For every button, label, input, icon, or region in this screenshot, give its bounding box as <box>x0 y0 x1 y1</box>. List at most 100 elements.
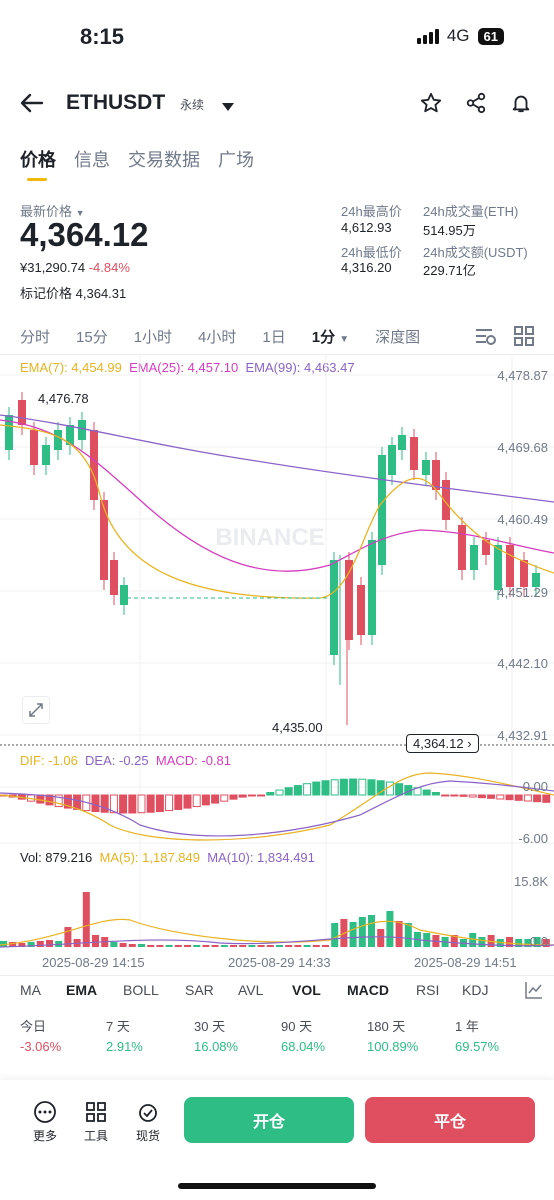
tab-square[interactable]: 广场 <box>218 150 254 170</box>
tab-trading-data[interactable]: 交易数据 <box>128 150 200 170</box>
macd-bar <box>459 794 468 797</box>
ind-avl[interactable]: AVL <box>238 982 264 998</box>
tf-15m[interactable]: 15分 <box>76 329 108 346</box>
back-arrow-icon[interactable] <box>20 92 44 120</box>
tf-line[interactable]: 分时 <box>20 329 51 346</box>
symbol-title[interactable]: ETHUSDT <box>66 91 166 114</box>
macd-bar <box>128 794 137 814</box>
more-button[interactable]: 更多 <box>25 1100 65 1144</box>
tab-info[interactable]: 信息 <box>74 150 110 170</box>
macd-bar <box>505 794 514 801</box>
macd-bar <box>275 789 284 796</box>
mark-price: 4,364.31 <box>75 286 127 301</box>
volume-bar <box>27 942 35 947</box>
volume-value: 514.95万 <box>423 223 476 238</box>
indicator-chart-icon[interactable] <box>524 980 544 1005</box>
current-price-tag[interactable]: 4,364.12 › <box>406 734 479 753</box>
layout-grid-icon[interactable] <box>514 326 534 351</box>
macd-bar <box>395 783 404 796</box>
ind-macd[interactable]: MACD <box>347 982 389 998</box>
candle <box>494 545 502 590</box>
x-tick-2: 2025-08-29 14:33 <box>228 955 331 970</box>
bell-icon[interactable] <box>510 91 532 120</box>
vol-tick-zero: 0.0 <box>529 934 548 949</box>
ind-vol[interactable]: VOL <box>292 982 321 998</box>
macd-bar <box>211 794 220 804</box>
divider <box>0 354 554 355</box>
macd-bar <box>146 794 155 813</box>
volume-bar <box>276 945 283 947</box>
macd-bar <box>229 794 238 800</box>
tab-indicator <box>27 178 47 181</box>
y-tick-3: 4,460.49 <box>497 512 548 527</box>
tab-price[interactable]: 价格 <box>20 150 56 170</box>
vol-label: Vol: 879.216 <box>20 850 93 865</box>
volume-bar <box>496 939 504 947</box>
share-icon[interactable] <box>465 92 487 119</box>
volume-bar <box>515 939 523 947</box>
tools-button[interactable]: 工具 <box>76 1100 116 1144</box>
perf-item: 7 天 2.91% <box>106 1019 143 1054</box>
ind-kdj[interactable]: KDJ <box>462 982 489 998</box>
spot-label: 现货 <box>135 1129 160 1143</box>
tf-depth[interactable]: 深度图 <box>375 329 421 346</box>
candle <box>90 430 98 500</box>
tf-4h[interactable]: 4小时 <box>198 329 237 346</box>
macd-bar <box>431 791 440 796</box>
macd-bar <box>183 794 192 809</box>
mark-price-label: 标记价格 <box>20 286 73 301</box>
spot-button[interactable]: 现货 <box>128 1100 168 1144</box>
candle <box>506 545 514 587</box>
close-position-button[interactable]: 平仓 <box>365 1097 535 1143</box>
volume-bar <box>377 929 385 947</box>
candle <box>368 540 376 635</box>
ema99-line <box>0 414 554 503</box>
volume-bar <box>165 945 173 947</box>
tf-1d[interactable]: 1日 <box>262 329 286 346</box>
ind-boll[interactable]: BOLL <box>123 982 159 998</box>
watermark: BINANCE <box>215 524 324 551</box>
macd-bar <box>496 794 505 800</box>
star-icon[interactable] <box>420 92 442 119</box>
candle <box>100 500 108 580</box>
volume-bar <box>92 935 99 947</box>
macd-histogram <box>0 778 551 814</box>
perf-item: 今日 -3.06% <box>20 1019 62 1054</box>
perf-item: 30 天 16.08% <box>194 1019 239 1054</box>
volume-bar <box>119 943 127 947</box>
mark-price-row: 标记价格 4,364.31 <box>20 283 126 302</box>
vol-tick-high: 15.8K <box>514 874 548 889</box>
macd-bar <box>303 783 312 796</box>
macd-bar <box>137 794 146 814</box>
volume-bar <box>147 945 155 947</box>
ind-sar[interactable]: SAR <box>185 982 214 998</box>
macd-bar <box>450 794 459 797</box>
volume-bar <box>322 945 329 947</box>
symbol-dropdown-icon[interactable] <box>222 98 234 116</box>
price-change: -4.84% <box>88 260 130 275</box>
volume-bar <box>174 945 182 947</box>
macd-bar <box>192 794 201 808</box>
expand-icon[interactable] <box>22 696 50 724</box>
volume-bar <box>478 937 486 947</box>
battery-icon: 61 <box>477 27 504 45</box>
volume-bar <box>524 939 532 947</box>
tf-1m[interactable]: 1分 ▼ <box>311 329 350 346</box>
macd-bar <box>339 778 348 796</box>
kline-chart[interactable]: BINANCE <box>0 355 554 975</box>
volume-bar <box>395 921 403 947</box>
candle <box>357 585 365 635</box>
volume-bars <box>0 892 550 947</box>
candle <box>532 573 540 587</box>
volume-bar <box>193 945 201 947</box>
macd-bar <box>54 794 63 808</box>
macd-label: MACD: -0.81 <box>155 753 231 768</box>
open-position-button[interactable]: 开仓 <box>184 1097 354 1143</box>
macd-bar <box>477 794 486 799</box>
ind-ma[interactable]: MA <box>20 982 41 998</box>
tf-1h[interactable]: 1小时 <box>133 329 173 346</box>
ind-ema[interactable]: EMA <box>66 982 98 998</box>
chart-settings-icon[interactable] <box>474 326 496 351</box>
high-value: 4,612.93 <box>341 220 392 235</box>
ind-rsi[interactable]: RSI <box>416 982 440 998</box>
